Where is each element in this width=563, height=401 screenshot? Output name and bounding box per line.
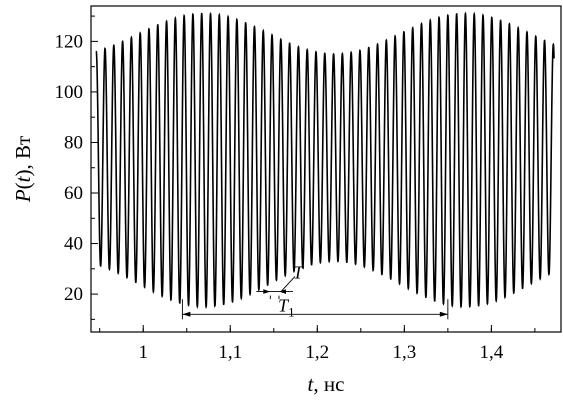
- y-tick-label: 120: [55, 31, 84, 52]
- t-arrow-right: [279, 289, 286, 294]
- x-tick-label: 1,4: [479, 342, 503, 363]
- y-tick-label: 20: [64, 284, 83, 305]
- x-tick-label: 1,2: [305, 342, 329, 363]
- y-tick-label: 40: [64, 234, 83, 255]
- power-signal-line: [95, 11, 555, 310]
- y-axis: 20 40 60 80 100 120: [55, 15, 98, 320]
- x-tick-label: 1,1: [218, 342, 242, 363]
- t1-arrow-left: [182, 311, 191, 317]
- x-tick-label: 1: [138, 342, 148, 363]
- y-axis-var: P: [11, 189, 35, 203]
- y-axis-paren-open: (: [11, 182, 35, 189]
- plot-frame: [90, 5, 562, 333]
- t1-label: T1: [278, 295, 295, 319]
- t-arrow-left: [263, 289, 271, 294]
- t-label: T: [293, 262, 305, 282]
- y-axis-arg: t: [11, 175, 35, 182]
- y-axis-unit: , Вт: [11, 136, 35, 170]
- x-axis-var: t: [308, 372, 315, 396]
- y-tick-label: 60: [64, 183, 83, 204]
- x-axis-title: t, нс: [308, 372, 345, 396]
- y-axis-paren-close: ): [11, 170, 35, 177]
- y-tick-label: 100: [55, 82, 84, 103]
- x-axis: 1 1,1 1,2 1,3 1,4: [99, 325, 536, 363]
- y-axis-title: P(t), Вт: [11, 136, 35, 203]
- annotation-layer: T1T: [181, 262, 449, 320]
- t1-label-main: T: [278, 295, 290, 315]
- x-tick-label: 1,3: [392, 342, 416, 363]
- x-axis-unit: , нс: [313, 372, 344, 396]
- t1-arrow-right: [439, 311, 448, 317]
- t1-label-sub: 1: [288, 304, 295, 319]
- t-leader-line: [280, 276, 296, 292]
- y-tick-label: 80: [64, 132, 83, 153]
- series-layer: [95, 11, 555, 310]
